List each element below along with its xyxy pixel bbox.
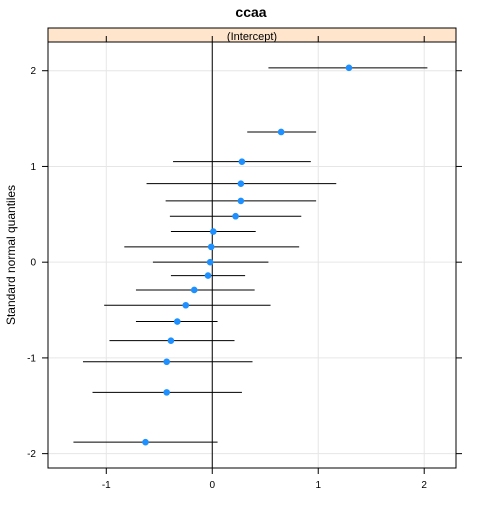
estimate-point [238,158,246,165]
estimate-point [207,243,215,251]
y-tick-label: -1 [27,353,36,364]
chart-title: ccaa [235,4,266,20]
y-tick-label: 1 [30,162,36,173]
estimate-point [237,197,245,205]
estimate-point [210,228,217,235]
estimate-point [204,272,212,279]
estimate-point [163,358,170,366]
y-axis-label: Standard normal quantiles [4,185,18,325]
estimate-point [190,286,198,294]
estimate-point [167,337,175,344]
estimate-point [237,180,245,187]
axes: -1 0 1 2 -2 -1 0 1 2 [27,36,462,491]
plot-panel-border [47,41,457,469]
data-layer [73,64,428,446]
x-tick-label: 1 [315,480,321,491]
panel-label: (Intercept) [227,31,277,43]
estimate-point [163,389,170,396]
estimate-point [345,64,353,72]
estimate-point [173,318,181,325]
y-tick-label: -2 [27,449,36,460]
estimate-point [182,301,190,309]
x-tick-label: 0 [209,480,215,491]
estimate-point [232,212,239,220]
y-tick-label: 2 [30,66,36,77]
x-tick-label: 2 [421,480,427,491]
x-tick-label: -1 [102,480,111,491]
y-tick-label: 0 [30,258,36,269]
estimate-point [206,258,214,266]
estimate-point [277,128,285,136]
estimate-point [142,438,149,446]
grid-lines [48,42,456,468]
